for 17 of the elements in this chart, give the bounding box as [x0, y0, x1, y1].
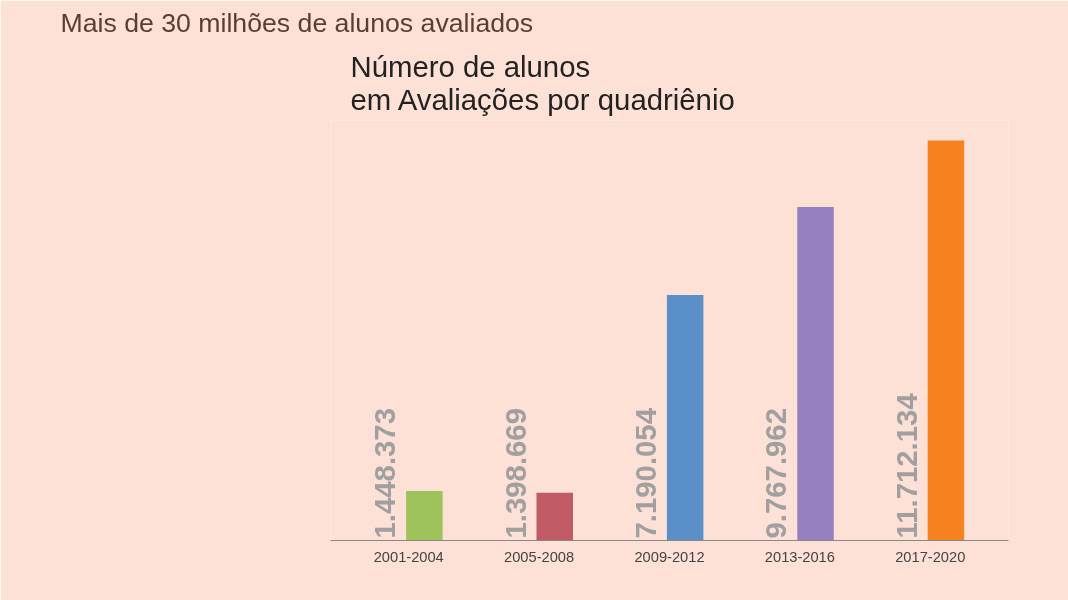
bar: [536, 492, 574, 541]
data-label: 1.398.669: [498, 408, 532, 539]
x-tick-label: 2013-2016: [764, 548, 835, 565]
bar: [406, 491, 443, 541]
x-tick-label: 2005-2008: [504, 548, 575, 565]
data-label: 7.190.054: [629, 407, 663, 539]
x-tick-label: 2009-2012: [634, 548, 705, 565]
data-label: 11.712.134: [889, 392, 923, 539]
chart-title: Mais de 30 milhões de alunos avaliados: [60, 7, 534, 38]
data-label: 9.767.962: [759, 408, 793, 539]
bar: [797, 206, 834, 541]
bar: [666, 294, 704, 541]
bar: [927, 140, 965, 541]
chart-subtitle: Número de alunos em Avaliações por quadriênio: [350, 49, 735, 116]
x-tick-label: 2017-2020: [895, 548, 966, 565]
x-tick-label: 2001-2004: [373, 548, 444, 565]
data-label: 1.448.373: [368, 408, 402, 539]
